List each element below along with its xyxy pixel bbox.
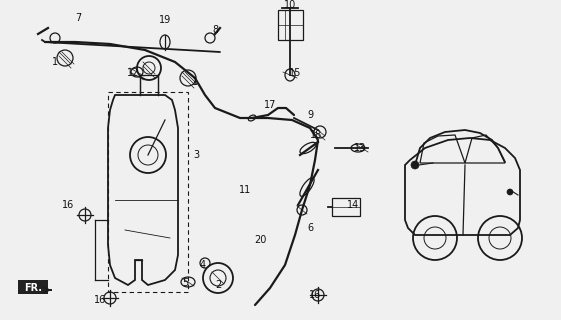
Text: 3: 3 xyxy=(193,150,199,160)
Circle shape xyxy=(507,189,513,195)
Text: 19: 19 xyxy=(159,15,171,25)
Text: 4: 4 xyxy=(200,260,206,270)
Text: 16: 16 xyxy=(94,295,106,305)
Text: 18: 18 xyxy=(310,130,322,140)
Text: 15: 15 xyxy=(289,68,301,78)
Text: 9: 9 xyxy=(307,110,313,120)
Text: 7: 7 xyxy=(75,13,81,23)
Text: 16: 16 xyxy=(62,200,74,210)
Bar xyxy=(332,198,360,216)
Bar xyxy=(18,280,48,294)
Text: 1: 1 xyxy=(52,57,58,67)
Text: 2: 2 xyxy=(215,280,221,290)
Text: 12: 12 xyxy=(127,68,139,78)
Text: 10: 10 xyxy=(284,0,296,10)
Text: 14: 14 xyxy=(347,200,359,210)
Text: 20: 20 xyxy=(254,235,266,245)
Text: 6: 6 xyxy=(307,223,313,233)
Text: FR.: FR. xyxy=(24,283,42,293)
Text: 1: 1 xyxy=(192,77,198,87)
Bar xyxy=(108,92,188,292)
Bar xyxy=(278,10,303,40)
Text: 8: 8 xyxy=(212,25,218,35)
Circle shape xyxy=(411,161,419,169)
Text: 13: 13 xyxy=(354,143,366,153)
Text: 5: 5 xyxy=(182,278,188,288)
Text: 11: 11 xyxy=(239,185,251,195)
Text: 17: 17 xyxy=(264,100,276,110)
Text: 16: 16 xyxy=(309,290,321,300)
